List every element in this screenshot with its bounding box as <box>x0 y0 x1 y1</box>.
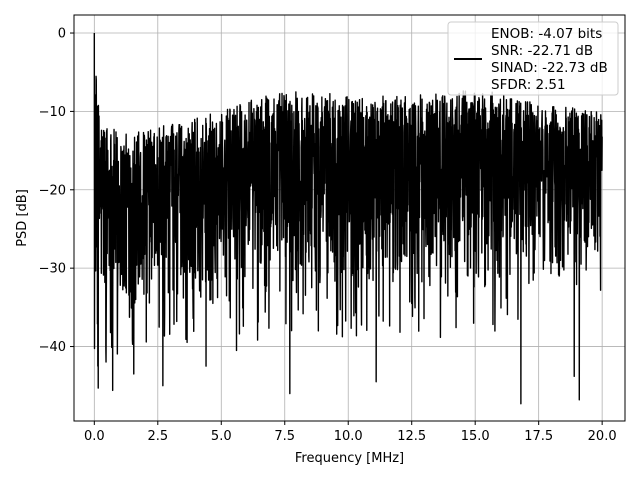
x-tick-label: 2.5 <box>147 429 168 444</box>
y-tick-label: −40 <box>39 340 66 355</box>
x-tick-label: 12.5 <box>397 429 426 444</box>
y-tick-label: −30 <box>39 262 66 277</box>
legend-line-enob: ENOB: -4.07 bits <box>491 26 602 42</box>
x-tick-label: 5.0 <box>211 429 232 444</box>
y-axis-label: PSD [dB] <box>15 189 30 247</box>
x-axis-label: Frequency [MHz] <box>295 451 404 466</box>
y-tick-label: 0 <box>58 27 66 42</box>
axes-frame <box>73 14 626 422</box>
legend-line-sinad: SINAD: -22.73 dB <box>491 60 608 76</box>
legend-box <box>447 21 619 96</box>
x-tick-label: 10.0 <box>334 429 363 444</box>
y-tick-label: −20 <box>39 183 66 198</box>
legend-line-sfdr: SFDR: 2.51 <box>491 77 566 93</box>
x-axis-ticks: 0.0 2.5 5.0 7.5 10.0 12.5 15.0 17.5 20.0 <box>84 421 617 444</box>
legend-line-snr: SNR: -22.71 dB <box>491 43 593 59</box>
x-tick-label: 0.0 <box>84 429 105 444</box>
x-tick-label: 7.5 <box>274 429 295 444</box>
y-axis-ticks: 0 −10 −20 −30 −40 <box>39 27 74 355</box>
x-tick-label: 15.0 <box>461 429 490 444</box>
x-tick-label: 20.0 <box>588 429 617 444</box>
psd-series-line <box>93 33 603 405</box>
y-tick-label: −10 <box>39 105 66 120</box>
x-tick-label: 17.5 <box>524 429 553 444</box>
plot-area <box>93 33 603 405</box>
legend: ENOB: -4.07 bits SNR: -22.71 dB SINAD: -… <box>447 21 619 96</box>
